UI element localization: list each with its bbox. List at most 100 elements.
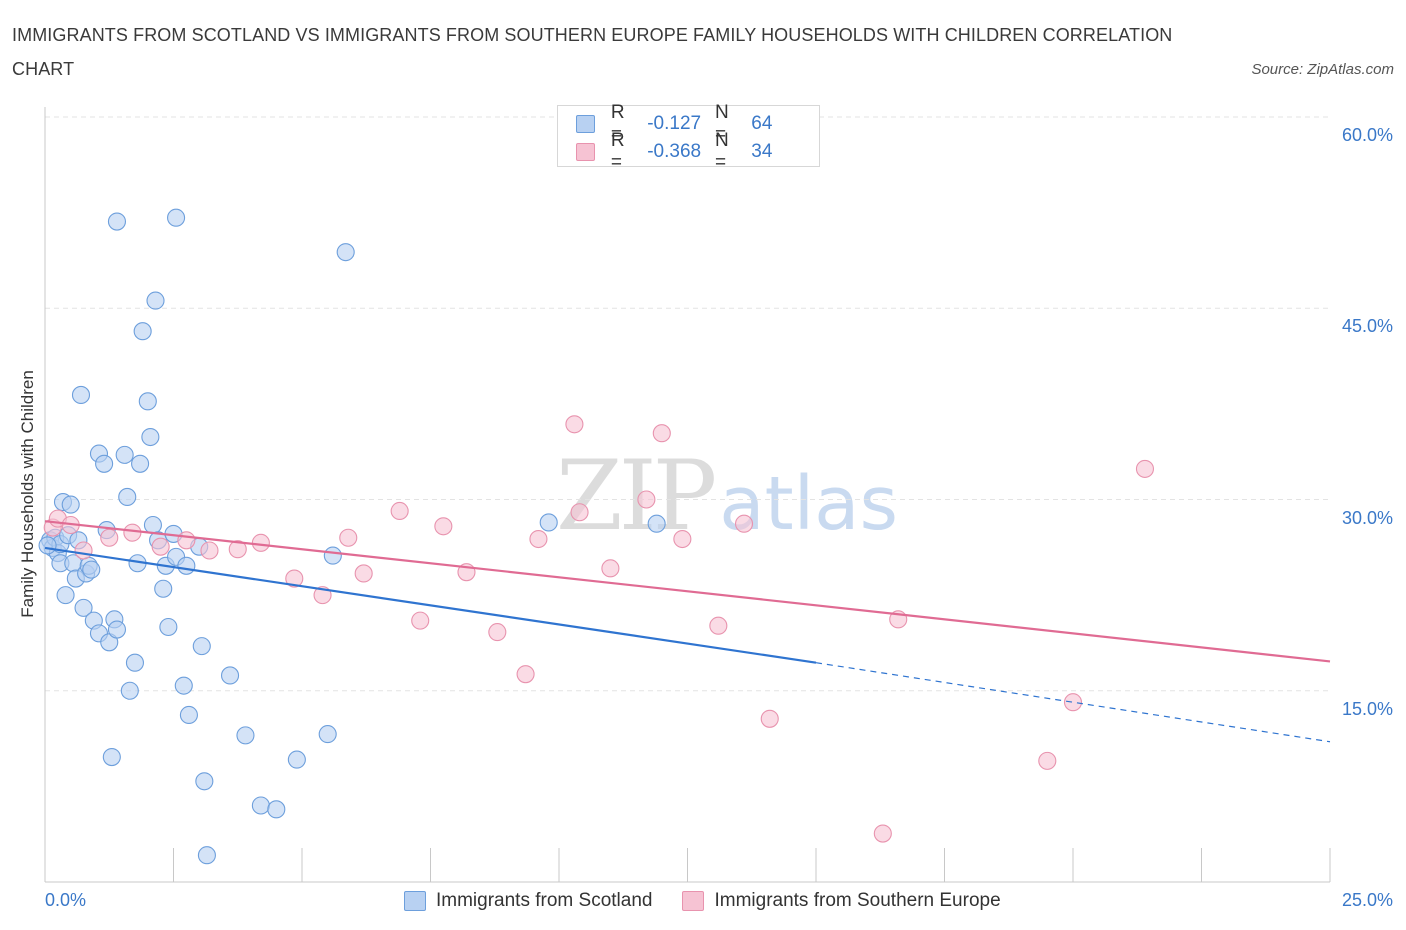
data-point-blue	[287, 750, 306, 769]
data-point-blue	[118, 487, 137, 507]
data-point-blue	[167, 208, 186, 227]
legend-n-label: N =	[714, 130, 729, 173]
data-point-blue	[154, 579, 173, 598]
data-point-pink	[760, 709, 779, 728]
data-point-pink	[1038, 751, 1057, 770]
data-point-pink	[339, 528, 358, 547]
data-point-blue	[236, 726, 255, 745]
watermark-sub: atlas	[719, 461, 899, 547]
data-point-pink	[354, 564, 373, 583]
data-point-pink	[637, 490, 656, 509]
data-point-pink	[873, 824, 892, 843]
legend-r-label: R =	[610, 130, 625, 173]
chart-title: IMMIGRANTS FROM SCOTLAND VS IMMIGRANTS F…	[12, 25, 1173, 79]
data-point-pink	[516, 665, 535, 684]
data-point-pink	[709, 616, 728, 635]
y-tick-label: 15.0%	[1341, 698, 1393, 719]
data-point-blue	[174, 676, 193, 695]
data-point-pink	[390, 501, 409, 521]
data-point-blue	[74, 598, 93, 617]
data-point-blue	[251, 796, 270, 815]
x-tick-label: 0.0%	[45, 890, 87, 910]
data-point-blue	[138, 392, 157, 411]
data-point-blue	[102, 747, 121, 767]
data-point-blue	[146, 291, 165, 310]
trend-line-extension-blue	[815, 662, 1331, 743]
legend-row-scotland: R = -0.127 N = 64	[576, 102, 819, 145]
data-point-pink	[652, 424, 671, 443]
correlation-legend: R = -0.127 N = 64 R = -0.368 N = 34	[557, 102, 820, 173]
y-tick-label: 30.0%	[1341, 507, 1393, 528]
data-point-blue	[115, 445, 134, 464]
legend-r-label: R =	[610, 102, 625, 145]
data-point-pink	[734, 514, 754, 533]
data-point-blue	[197, 846, 216, 865]
data-point-blue	[336, 243, 355, 262]
data-point-blue	[159, 617, 178, 637]
series-label-southern-europe: Immigrants from Southern Europe	[714, 890, 1001, 911]
data-point-pink	[251, 533, 270, 552]
data-point-pink	[570, 503, 589, 522]
trend-line-pink	[44, 520, 1331, 663]
data-point-pink	[529, 529, 548, 549]
legend-n-value: 64	[751, 113, 773, 134]
data-point-blue	[195, 772, 214, 791]
series-legend: Immigrants from Scotland Immigrants from…	[404, 890, 1031, 912]
legend-swatch-blue	[576, 115, 595, 133]
legend-r-value: -0.368	[647, 141, 702, 162]
data-point-pink	[285, 569, 304, 588]
data-point-blue	[192, 637, 211, 656]
legend-row-southern-europe: R = -0.368 N = 34	[576, 130, 819, 173]
data-point-pink	[601, 559, 620, 578]
data-point-blue	[61, 495, 80, 514]
watermark: ZIPatlas	[556, 440, 898, 552]
data-point-blue	[38, 536, 57, 555]
legend-swatch-pink	[576, 143, 595, 161]
data-point-blue	[107, 620, 127, 639]
data-point-pink	[1063, 693, 1083, 712]
data-point-blue	[267, 800, 286, 819]
data-point-blue	[647, 514, 666, 533]
data-point-pink	[1135, 459, 1155, 478]
y-tick-label: 45.0%	[1341, 316, 1393, 337]
series-legend-southern-europe[interactable]: Immigrants from Southern Europe	[682, 890, 1001, 912]
data-point-blue	[143, 515, 162, 535]
data-point-pink	[123, 523, 142, 542]
legend-r-value: -0.127	[647, 113, 702, 134]
data-point-blue	[133, 322, 152, 341]
data-point-pink	[228, 540, 247, 559]
data-point-blue	[220, 666, 240, 685]
y-tick-label: 60.0%	[1341, 125, 1393, 145]
data-point-blue	[131, 454, 150, 473]
x-tick-label: 25.0%	[1341, 890, 1393, 910]
legend-n-value: 34	[751, 141, 773, 162]
data-point-pink	[151, 537, 170, 556]
data-point-blue	[125, 653, 144, 672]
series-legend-scotland[interactable]: Immigrants from Scotland	[404, 890, 652, 912]
source-credit: Source: ZipAtlas.com	[1251, 61, 1394, 78]
data-point-pink	[411, 611, 430, 630]
data-point-pink	[434, 517, 453, 536]
data-point-blue	[539, 513, 558, 532]
data-point-pink	[74, 541, 93, 560]
data-point-blue	[177, 556, 196, 575]
data-point-pink	[177, 531, 196, 550]
data-point-blue	[179, 705, 198, 725]
watermark-main: ZIP	[556, 440, 717, 552]
series-swatch-pink	[682, 891, 705, 911]
data-point-pink	[673, 529, 692, 549]
y-axis-label: Family Households with Children	[18, 370, 37, 618]
data-point-blue	[120, 681, 139, 700]
legend-n-label: N =	[714, 102, 729, 145]
trend-line-blue	[44, 546, 817, 664]
data-point-pink	[100, 528, 119, 547]
data-point-blue	[56, 586, 75, 605]
data-point-pink	[565, 415, 584, 434]
data-point-pink	[488, 623, 507, 642]
data-point-blue	[141, 427, 160, 447]
data-point-pink	[200, 541, 219, 560]
data-point-blue	[107, 212, 127, 231]
data-point-blue	[95, 454, 114, 473]
data-point-blue	[318, 725, 337, 744]
